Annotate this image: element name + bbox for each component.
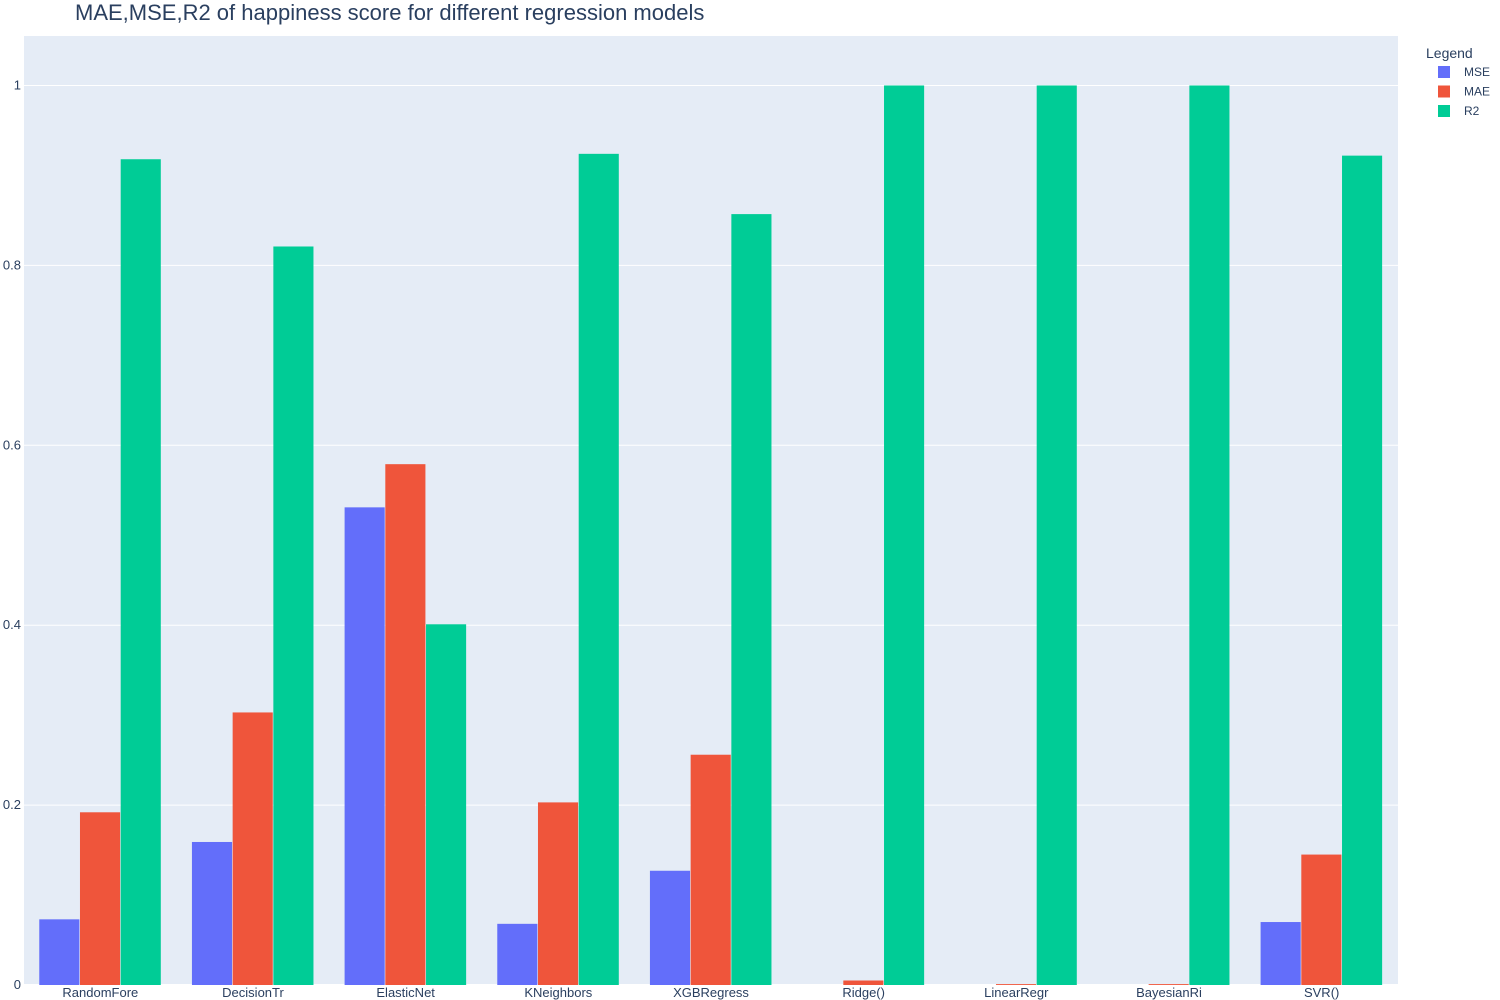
- x-axis: RandomFore DecisionTr ElasticNet KNeighbors…: [62, 985, 1339, 1000]
- bar-mse-2[interactable]: [344, 507, 385, 985]
- x-tick-label: KNeighbors: [524, 985, 592, 1000]
- legend-label: MAE: [1464, 85, 1490, 99]
- y-axis: 0 0.2 0.4 0.6 0.8 1: [3, 77, 21, 992]
- legend-swatch: [1438, 85, 1450, 98]
- x-tick-label: LinearRegr: [984, 985, 1049, 1000]
- x-tick-label: BayesianRi: [1136, 985, 1202, 1000]
- x-tick-label: DecisionTr: [222, 985, 284, 1000]
- legend-title: Legend: [1426, 45, 1473, 61]
- legend-swatch: [1438, 66, 1450, 78]
- bar-r2-5[interactable]: [884, 85, 925, 985]
- bar-r2-6[interactable]: [1036, 85, 1077, 985]
- x-tick-label: XGBRegress: [673, 985, 749, 1000]
- y-tick-label: 0.6: [3, 437, 21, 452]
- bar-mae-7[interactable]: [1148, 984, 1189, 985]
- bar-r2-7[interactable]: [1189, 85, 1230, 985]
- bars: [39, 85, 1383, 986]
- bar-r2-3[interactable]: [578, 153, 619, 986]
- y-tick-label: 1: [14, 77, 21, 92]
- bar-r2-0[interactable]: [120, 159, 161, 985]
- y-tick-label: 0.4: [3, 617, 21, 632]
- legend-item-mae[interactable]: MAE: [1438, 85, 1490, 99]
- bar-mae-8[interactable]: [1301, 854, 1342, 985]
- legend[interactable]: Legend MSE MAE R2: [1426, 45, 1490, 118]
- bar-r2-8[interactable]: [1342, 155, 1383, 985]
- x-tick-label: SVR(): [1304, 985, 1339, 1000]
- bar-mse-4[interactable]: [649, 870, 691, 985]
- y-tick-label: 0.8: [3, 257, 21, 272]
- y-tick-label: 0: [14, 977, 21, 992]
- x-tick-label: RandomFore: [62, 985, 138, 1000]
- bar-mae-6[interactable]: [995, 984, 1037, 985]
- bar-mse-8[interactable]: [1260, 922, 1301, 985]
- chart-title: MAE,MSE,R2 of happiness score for differ…: [75, 0, 704, 25]
- bar-mae-2[interactable]: [385, 464, 426, 985]
- bar-r2-2[interactable]: [426, 624, 467, 985]
- bar-mae-5[interactable]: [843, 980, 884, 985]
- legend-item-mse[interactable]: MSE: [1438, 65, 1490, 79]
- bar-mae-0[interactable]: [79, 812, 121, 985]
- bar-mae-1[interactable]: [232, 712, 273, 985]
- x-tick-label: Ridge(): [842, 985, 885, 1000]
- legend-label: R2: [1464, 104, 1480, 118]
- bar-mse-0[interactable]: [39, 919, 80, 985]
- legend-label: MSE: [1464, 65, 1490, 79]
- bar-r2-1[interactable]: [273, 246, 314, 985]
- bar-r2-4[interactable]: [731, 214, 772, 986]
- bar-mse-1[interactable]: [191, 841, 233, 985]
- legend-item-r2[interactable]: R2: [1438, 104, 1480, 118]
- legend-swatch: [1438, 105, 1450, 117]
- bar-mse-3[interactable]: [497, 923, 538, 985]
- bar-mae-3[interactable]: [537, 802, 579, 985]
- x-tick-label: ElasticNet: [376, 985, 435, 1000]
- bar-mae-4[interactable]: [690, 754, 731, 985]
- y-tick-label: 0.2: [3, 797, 21, 812]
